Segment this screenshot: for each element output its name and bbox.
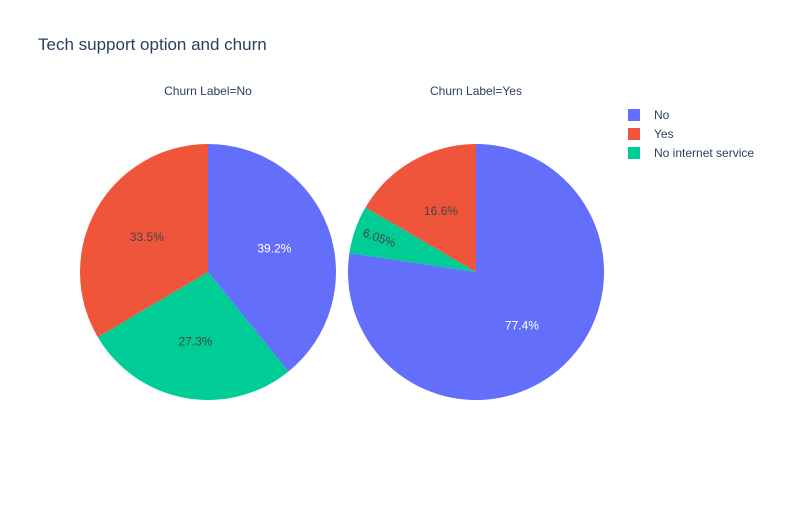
legend: No Yes No internet service [628, 108, 754, 160]
pie-slice-label: 27.3% [178, 334, 212, 348]
pie-subtitle: Churn Label=Yes [430, 84, 522, 98]
pie-slice-no-internet-service[interactable] [349, 207, 476, 272]
legend-label: No internet service [654, 146, 754, 160]
pie-churn-yes: Churn Label=Yes 77.4%6.05%16.6% [348, 84, 605, 400]
pie-subtitle: Churn Label=No [164, 84, 252, 98]
pie-slice-label: 39.2% [257, 242, 291, 256]
pie-slice-no[interactable] [348, 144, 605, 400]
legend-item-no[interactable]: No [628, 108, 670, 122]
chart-title: Tech support option and churn [38, 35, 267, 54]
pie-slice-no[interactable] [208, 144, 336, 372]
pie-slice-label: 16.6% [424, 204, 458, 218]
pie-slice-label: 33.5% [130, 230, 164, 244]
pie-slice-yes[interactable] [365, 144, 476, 272]
legend-item-yes[interactable]: Yes [628, 127, 674, 141]
legend-item-no-internet-service[interactable]: No internet service [628, 146, 754, 160]
legend-swatch [628, 128, 640, 140]
pie-slice-no-internet-service[interactable] [97, 272, 289, 400]
legend-swatch [628, 109, 640, 121]
pie-slice-yes[interactable] [80, 144, 208, 338]
legend-swatch [628, 147, 640, 159]
pie-slice-label: 77.4% [505, 318, 539, 332]
legend-label: Yes [654, 127, 674, 141]
pie-churn-no: Churn Label=No 39.2% 27.3% 33.5% [80, 84, 336, 400]
legend-label: No [654, 108, 670, 122]
